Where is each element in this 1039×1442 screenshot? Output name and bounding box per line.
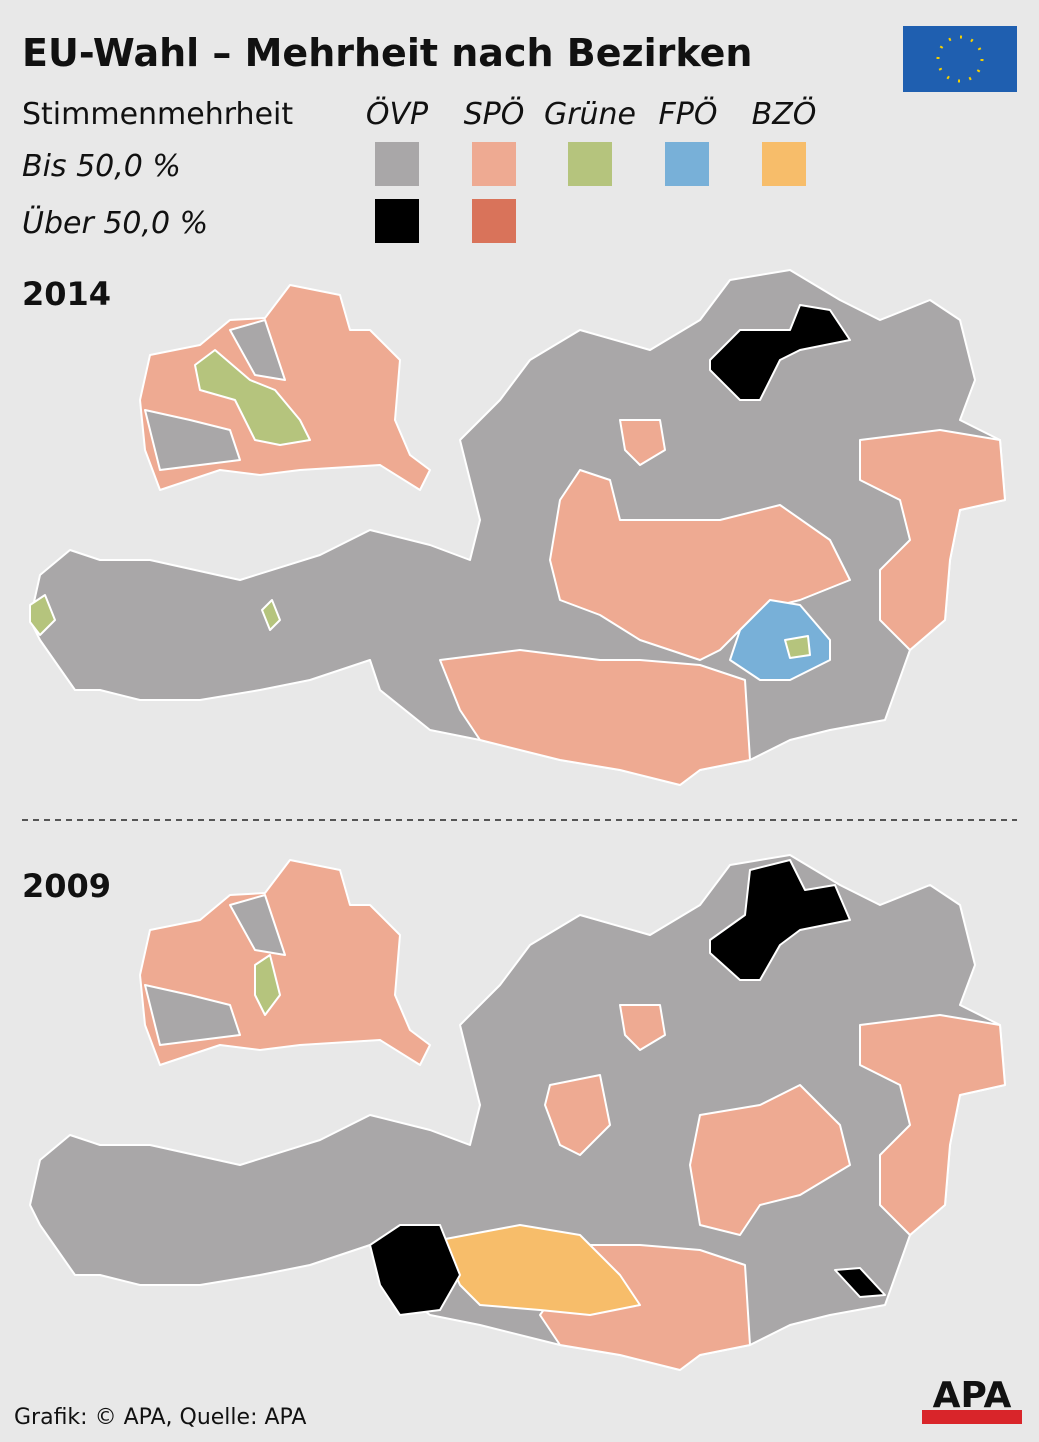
map-2014 <box>29 269 1006 786</box>
legend-swatches <box>375 142 806 243</box>
logo-text: APA <box>933 1375 1012 1416</box>
party-label: ÖVP <box>366 96 429 132</box>
party-label: SPÖ <box>464 96 525 132</box>
party-label: BZÖ <box>752 96 817 132</box>
row-label: Bis 50,0 % <box>22 149 181 184</box>
apa-logo: APA <box>922 1375 1022 1424</box>
year-label: 2009 <box>22 867 111 905</box>
vienna-2009 <box>139 859 431 1066</box>
eu-flag <box>903 26 1017 92</box>
source: Grafik: © APA, Quelle: APA <box>14 1405 306 1430</box>
year-label: 2014 <box>22 275 111 313</box>
party-label: Grüne <box>544 97 636 132</box>
legend-heading: Stimmenmehrheit <box>22 97 293 132</box>
map-2009 <box>29 854 1006 1371</box>
party-label: FPÖ <box>659 96 718 132</box>
vienna-2014 <box>139 284 431 491</box>
title: EU-Wahl – Mehrheit nach Bezirken <box>22 31 752 75</box>
row-label: Über 50,0 % <box>22 205 208 241</box>
